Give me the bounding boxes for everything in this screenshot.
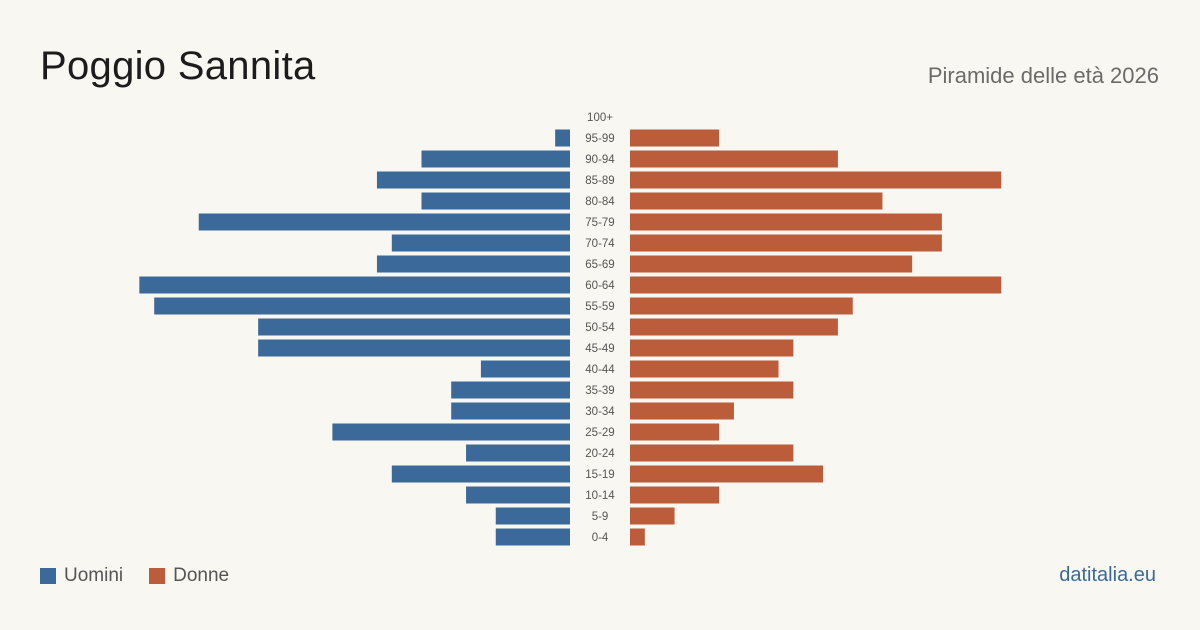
bar-women [630,444,794,462]
age-group-label: 80-84 [585,196,615,208]
bar-women [630,276,1002,294]
population-pyramid-chart: 100+ 95-99 90-94 85-89 80-84 75-79 70-74 65-69 6… [139,112,1002,546]
age-group-label: 25-29 [585,427,614,439]
bar-women [630,129,720,147]
bar-men [376,171,570,189]
age-group-label: 70-74 [585,238,615,250]
bar-women [630,360,779,378]
bar-men [391,234,570,252]
chart-subtitle: Piramide delle età 2026 [927,63,1159,88]
bar-men [391,465,570,483]
bar-women [630,486,720,504]
legend: Uomini Donne [40,565,255,587]
legend-label-women: Donne [173,565,230,586]
age-group-label: 45-49 [585,343,614,355]
bar-men [495,528,570,546]
age-group-label: 65-69 [585,259,614,271]
bar-women [630,255,913,273]
age-group-label: 20-24 [585,448,615,460]
bar-women [630,339,794,357]
age-group-label: 40-44 [585,364,615,376]
bar-women [630,402,734,420]
bar-men [451,402,570,420]
age-group-label: 90-94 [585,154,615,166]
bar-men [139,276,570,294]
bar-men [198,213,570,231]
bar-women [630,234,942,252]
age-group-label: 60-64 [585,280,615,292]
bar-women [630,465,824,483]
age-group-label: 5-9 [592,511,609,523]
bar-women [630,171,1002,189]
legend-swatch-men [40,568,56,584]
age-group-label: 35-39 [585,385,614,397]
age-group-label: 75-79 [585,217,614,229]
bar-women [630,507,675,525]
legend-label-men: Uomini [64,565,124,586]
age-group-label: 100+ [587,112,613,124]
bar-men [495,507,570,525]
source-link[interactable]: datitalia.eu [1059,564,1156,586]
bar-men [421,150,570,168]
bar-men [466,444,570,462]
age-group-label: 30-34 [585,406,615,418]
legend-item-men: Uomini [40,565,123,587]
legend-item-women: Donne [149,565,229,587]
bar-men [466,486,570,504]
legend-swatch-women [149,568,166,584]
age-group-label: 0-4 [592,532,609,544]
bar-women [630,423,720,441]
bar-men [451,381,570,399]
bar-men [258,318,570,336]
bar-men [332,423,570,441]
bar-women [630,528,645,546]
bar-men [154,297,570,315]
age-group-label: 10-14 [585,490,615,502]
bar-women [630,381,794,399]
bar-men [555,129,570,147]
age-group-label: 55-59 [585,301,614,313]
bar-men [376,255,570,273]
bar-men [480,360,570,378]
page-title: Poggio Sannita [40,44,316,88]
bar-women [630,150,838,168]
bar-women [630,318,838,336]
bar-women [630,297,853,315]
bar-women [630,192,883,210]
age-group-label: 85-89 [585,175,614,187]
bar-women [630,213,942,231]
bar-men [258,339,570,357]
age-group-label: 95-99 [585,133,614,145]
bar-men [421,192,570,210]
age-group-label: 15-19 [585,469,614,481]
age-group-label: 50-54 [585,322,615,334]
